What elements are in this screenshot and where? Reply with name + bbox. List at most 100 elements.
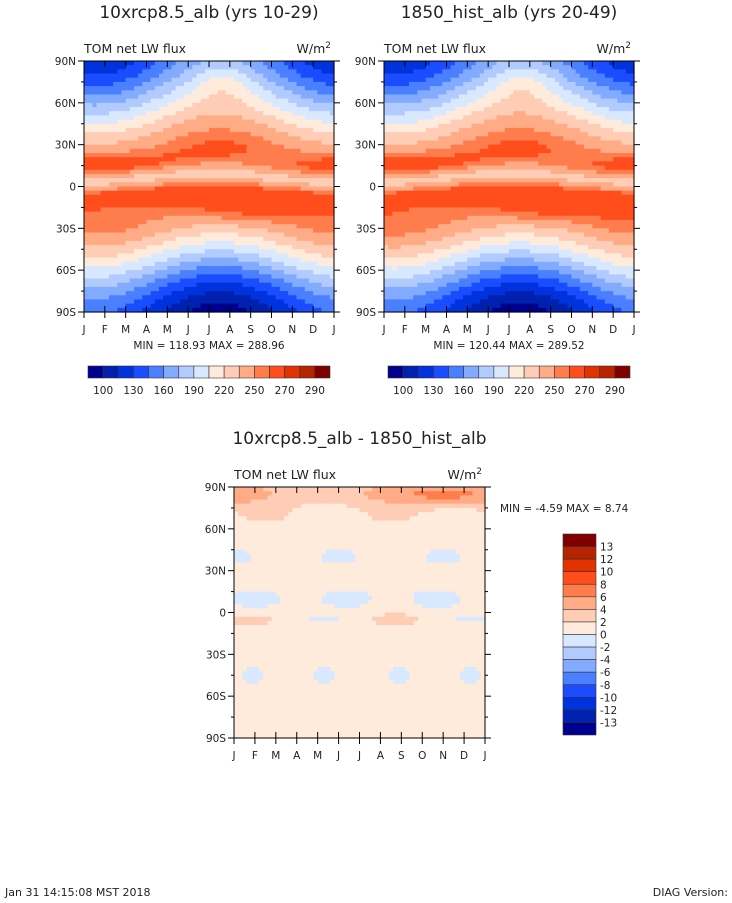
contour-cell [409, 65, 414, 70]
contour-cell [88, 69, 93, 75]
contour-cell [288, 178, 293, 183]
contour-cell [292, 232, 298, 238]
contour-cell [200, 81, 206, 87]
contour-cell [246, 157, 252, 162]
contour-cell [117, 165, 123, 171]
contour-cell [213, 232, 218, 238]
contour-cell [600, 90, 606, 96]
contour-cell [563, 73, 568, 79]
contour-cell [213, 73, 218, 79]
contour-cell [313, 211, 318, 217]
contour-cell [117, 153, 123, 158]
contour-cell [229, 161, 235, 167]
contour-cell [213, 194, 218, 200]
contour-cell [292, 265, 298, 271]
contour-cell [196, 253, 202, 259]
contour-cell [571, 132, 577, 137]
contour-cell [488, 77, 493, 83]
contour-cell [188, 69, 193, 75]
contour-cell [425, 115, 431, 121]
contour-cell [104, 186, 110, 192]
contour-cell [296, 236, 302, 242]
contour-cell [192, 232, 198, 238]
contour-cell [629, 144, 635, 150]
contour-cell [313, 270, 318, 275]
contour-cell [146, 119, 152, 125]
contour-cell [92, 86, 98, 91]
contour-cell [229, 270, 235, 275]
contour-cell [209, 228, 214, 234]
contour-cell [413, 69, 418, 75]
contour-cell [92, 190, 98, 196]
contour-cell [275, 203, 281, 209]
contour-cell [267, 286, 273, 292]
contour-cell [171, 299, 177, 305]
contour-cell [84, 178, 89, 183]
contour-cell [400, 111, 406, 116]
contour-cell [142, 161, 148, 167]
contour-cell [184, 127, 189, 133]
contour-cell [242, 173, 248, 179]
contour-cell [267, 157, 273, 162]
contour-cell [171, 136, 177, 142]
contour-cell [179, 249, 185, 255]
contour-cell [254, 286, 260, 292]
contour-cell [209, 81, 214, 87]
contour-cell [546, 136, 552, 142]
contour-cell [234, 111, 239, 116]
contour-cell [454, 107, 460, 112]
contour-cell [184, 257, 189, 263]
contour-cell [221, 232, 227, 238]
contour-cell [113, 157, 118, 162]
contour-cell [163, 228, 168, 234]
contour-cell [288, 228, 293, 234]
contour-cell [192, 178, 198, 183]
contour-cell [254, 98, 260, 104]
contour-cell [213, 81, 218, 87]
contour-cell [225, 274, 231, 280]
contour-cell [92, 186, 98, 192]
contour-cell [92, 219, 98, 225]
contour-cell [175, 186, 181, 192]
contour-cell [213, 169, 218, 175]
contour-cell [588, 77, 593, 83]
contour-cell [329, 61, 335, 66]
contour-cell [84, 119, 89, 125]
contour-cell [142, 207, 148, 213]
contour-cell [254, 274, 260, 280]
contour-cell [596, 65, 602, 70]
contour-cell [254, 169, 260, 175]
contour-cell [184, 153, 189, 158]
contour-cell [321, 148, 327, 154]
contour-cell [296, 295, 302, 301]
contour-cell [267, 291, 273, 296]
contour-cell [534, 127, 539, 133]
contour-cell [459, 94, 464, 100]
contour-cell [179, 194, 185, 200]
contour-cell [184, 140, 189, 146]
contour-cell [167, 123, 173, 129]
contour-cell [279, 232, 285, 238]
contour-cell [529, 73, 535, 79]
contour-cell [229, 199, 235, 204]
contour-cell [538, 94, 543, 100]
contour-cell [184, 215, 189, 221]
contour-cell [229, 169, 235, 175]
contour-cell [213, 161, 218, 167]
contour-cell [563, 94, 568, 100]
contour-cell [596, 136, 602, 142]
contour-cell [238, 295, 243, 301]
contour-cell [104, 211, 110, 217]
contour-cell [521, 132, 527, 137]
contour-cell [142, 140, 148, 146]
contour-cell [117, 278, 123, 284]
contour-cell [500, 132, 506, 137]
contour-cell [142, 257, 148, 263]
contour-cell [125, 132, 131, 137]
contour-cell [88, 249, 93, 255]
contour-cell [454, 81, 460, 87]
contour-cell [246, 224, 252, 229]
contour-cell [254, 102, 260, 108]
contour-cell [617, 61, 623, 66]
x-tick-label: N [288, 324, 296, 336]
